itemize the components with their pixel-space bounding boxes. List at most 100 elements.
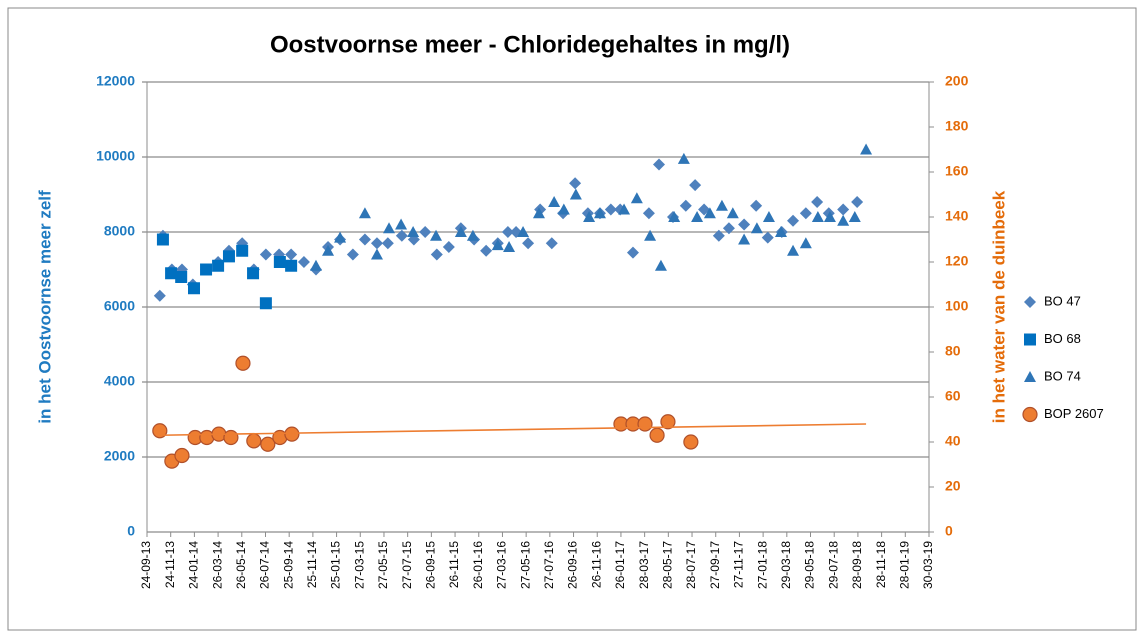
x-tick-label: 28-05-17 [661, 541, 675, 589]
point [750, 199, 763, 212]
point [153, 289, 166, 302]
point [165, 267, 178, 280]
point [811, 196, 824, 208]
y-tick-label: 8000 [104, 223, 135, 239]
point [223, 429, 239, 446]
y2-tick-label: 120 [945, 253, 969, 269]
y-tick-label: 4000 [104, 373, 135, 389]
y2-tick-label: 80 [945, 343, 961, 359]
x-tick-label: 27-03-16 [495, 541, 509, 589]
x-tick-label: 24-01-14 [187, 541, 201, 589]
point [618, 203, 631, 215]
point [649, 427, 665, 443]
y-tick-label: 2000 [104, 448, 135, 464]
x-tick-label: 28-07-17 [684, 541, 698, 589]
point [501, 226, 514, 238]
point [358, 207, 371, 219]
point [381, 237, 394, 250]
point [583, 211, 596, 222]
point [334, 231, 347, 243]
point [604, 203, 617, 216]
y2-tick-label: 60 [945, 388, 961, 404]
point [703, 207, 716, 219]
point [247, 267, 260, 280]
x-tick-label: 27-05-15 [376, 541, 390, 589]
point [156, 233, 169, 246]
x-tick-label: 26-09-16 [566, 541, 580, 589]
x-tick-label: 30-03-19 [921, 541, 935, 589]
point [750, 222, 763, 234]
point [712, 229, 725, 242]
point [322, 244, 335, 256]
trendline [159, 423, 867, 437]
point [787, 214, 800, 227]
x-tick-label: 26-05-14 [234, 541, 248, 589]
x-tick-label: 29-03-18 [779, 541, 793, 589]
point [683, 434, 699, 450]
point [637, 416, 653, 432]
point [358, 233, 371, 246]
x-tick-label: 26-01-17 [613, 541, 627, 589]
point [548, 196, 561, 207]
y2-tick-label: 200 [945, 73, 969, 89]
x-tick-label: 27-09-17 [708, 541, 722, 589]
point [407, 226, 420, 237]
point [837, 203, 850, 216]
x-tick-label: 26-09-15 [424, 541, 438, 589]
point [188, 282, 201, 295]
x-tick-label: 26-01-16 [471, 541, 485, 589]
point [259, 248, 272, 261]
point [259, 297, 272, 310]
x-tick-label: 25-11-14 [305, 541, 319, 588]
point [246, 433, 262, 449]
x-tick-label: 25-09-14 [281, 541, 295, 589]
point [557, 203, 570, 215]
x-tick-label: 26-03-14 [210, 541, 224, 589]
y2-tick-label: 100 [945, 298, 969, 314]
point [660, 414, 676, 430]
point [260, 436, 276, 452]
y2-tick-label: 0 [945, 523, 953, 539]
point [430, 248, 443, 261]
point [442, 241, 455, 253]
chart-border [7, 7, 1137, 631]
x-tick-label: 27-05-16 [518, 541, 532, 589]
point [285, 259, 298, 272]
y2-tick-label: 40 [945, 433, 961, 449]
point [593, 207, 606, 219]
point [466, 229, 479, 241]
legend-marker [1024, 371, 1036, 382]
point [837, 214, 850, 226]
y-tick-label: 10000 [96, 148, 135, 164]
point [642, 207, 655, 220]
point [722, 222, 735, 235]
point [654, 259, 667, 271]
x-tick-label: 27-01-18 [755, 541, 769, 589]
point [395, 229, 408, 242]
x-tick-label: 27-07-15 [400, 541, 414, 589]
point [297, 256, 310, 268]
chart-title: Oostvoornse meer - Chloridegehaltes in m… [270, 31, 790, 58]
x-tick-label: 28-03-17 [637, 541, 651, 589]
point [677, 152, 690, 164]
legend-label: BO 68 [1044, 331, 1081, 346]
x-tick-label: 29-07-18 [826, 541, 840, 589]
point [517, 226, 530, 237]
point [370, 248, 383, 260]
x-tick-label: 28-11-18 [874, 541, 888, 588]
x-tick-label: 26-11-16 [589, 541, 603, 588]
x-tick-label: 27-11-17 [732, 541, 746, 588]
x-tick-label: 24-09-13 [139, 541, 153, 589]
x-tick-label: 24-11-13 [163, 541, 177, 588]
point [285, 248, 298, 261]
point [152, 423, 168, 439]
point [175, 271, 188, 283]
legend-label: BOP 2607 [1044, 406, 1104, 421]
point [811, 211, 824, 222]
x-tick-label: 26-07-14 [258, 541, 272, 589]
point [738, 233, 751, 245]
point [545, 237, 558, 250]
point [761, 231, 774, 244]
point [235, 355, 251, 371]
point [273, 256, 286, 268]
